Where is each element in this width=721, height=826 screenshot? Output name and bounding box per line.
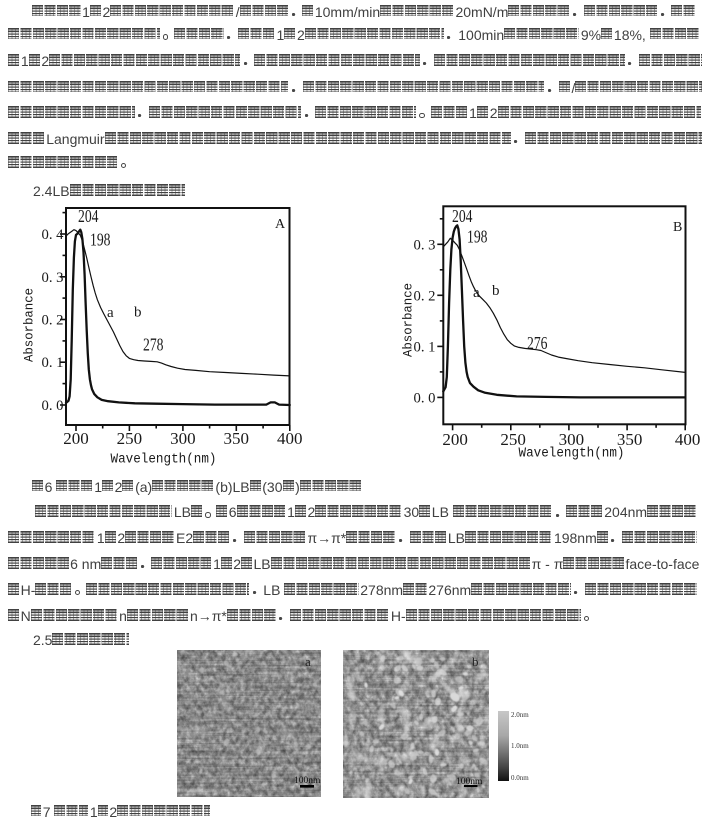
svg-text:B: B [673, 220, 682, 235]
svg-text:200: 200 [442, 430, 468, 449]
svg-text:198: 198 [467, 227, 488, 247]
svg-text:204: 204 [452, 206, 473, 226]
svg-text:Wavelength(nm): Wavelength(nm) [519, 447, 625, 462]
svg-text:0. 3: 0. 3 [414, 237, 436, 253]
svg-text:100nm: 100nm [456, 777, 483, 787]
svg-text:b: b [134, 305, 142, 321]
svg-text:200: 200 [63, 429, 89, 448]
svg-text:0. 0: 0. 0 [42, 398, 64, 414]
svg-text:b: b [492, 283, 500, 299]
svg-text:400: 400 [675, 430, 701, 449]
svg-text:0. 0: 0. 0 [414, 390, 436, 406]
svg-text:a: a [305, 654, 311, 669]
svg-text:0. 4: 0. 4 [42, 227, 64, 243]
svg-text:Wavelength(nm): Wavelength(nm) [111, 453, 217, 468]
svg-text:2.0nm: 2.0nm [511, 711, 529, 719]
svg-text:300: 300 [170, 429, 196, 448]
svg-text:204: 204 [78, 206, 99, 226]
svg-text:400: 400 [277, 429, 303, 448]
svg-text:b: b [472, 654, 479, 669]
svg-text:0. 2: 0. 2 [42, 313, 64, 329]
svg-text:250: 250 [500, 430, 526, 449]
svg-text:278: 278 [143, 335, 164, 355]
svg-text:350: 350 [224, 429, 250, 448]
svg-text:198: 198 [90, 230, 111, 250]
svg-text:Absorbance: Absorbance [22, 288, 37, 362]
svg-text:1.0nm: 1.0nm [511, 742, 529, 750]
svg-text:0. 1: 0. 1 [414, 339, 436, 355]
svg-text:250: 250 [117, 429, 143, 448]
svg-text:300: 300 [559, 430, 585, 449]
svg-text:A: A [275, 217, 286, 232]
svg-text:350: 350 [617, 430, 643, 449]
svg-text:100nm: 100nm [294, 776, 321, 786]
svg-text:0. 3: 0. 3 [42, 270, 64, 286]
svg-text:a: a [107, 305, 114, 321]
svg-text:0.0nm: 0.0nm [511, 774, 529, 782]
svg-text:0. 1: 0. 1 [42, 355, 64, 371]
svg-text:276: 276 [527, 333, 548, 353]
svg-text:Absorbance: Absorbance [401, 283, 416, 357]
svg-text:0. 2: 0. 2 [414, 288, 436, 304]
